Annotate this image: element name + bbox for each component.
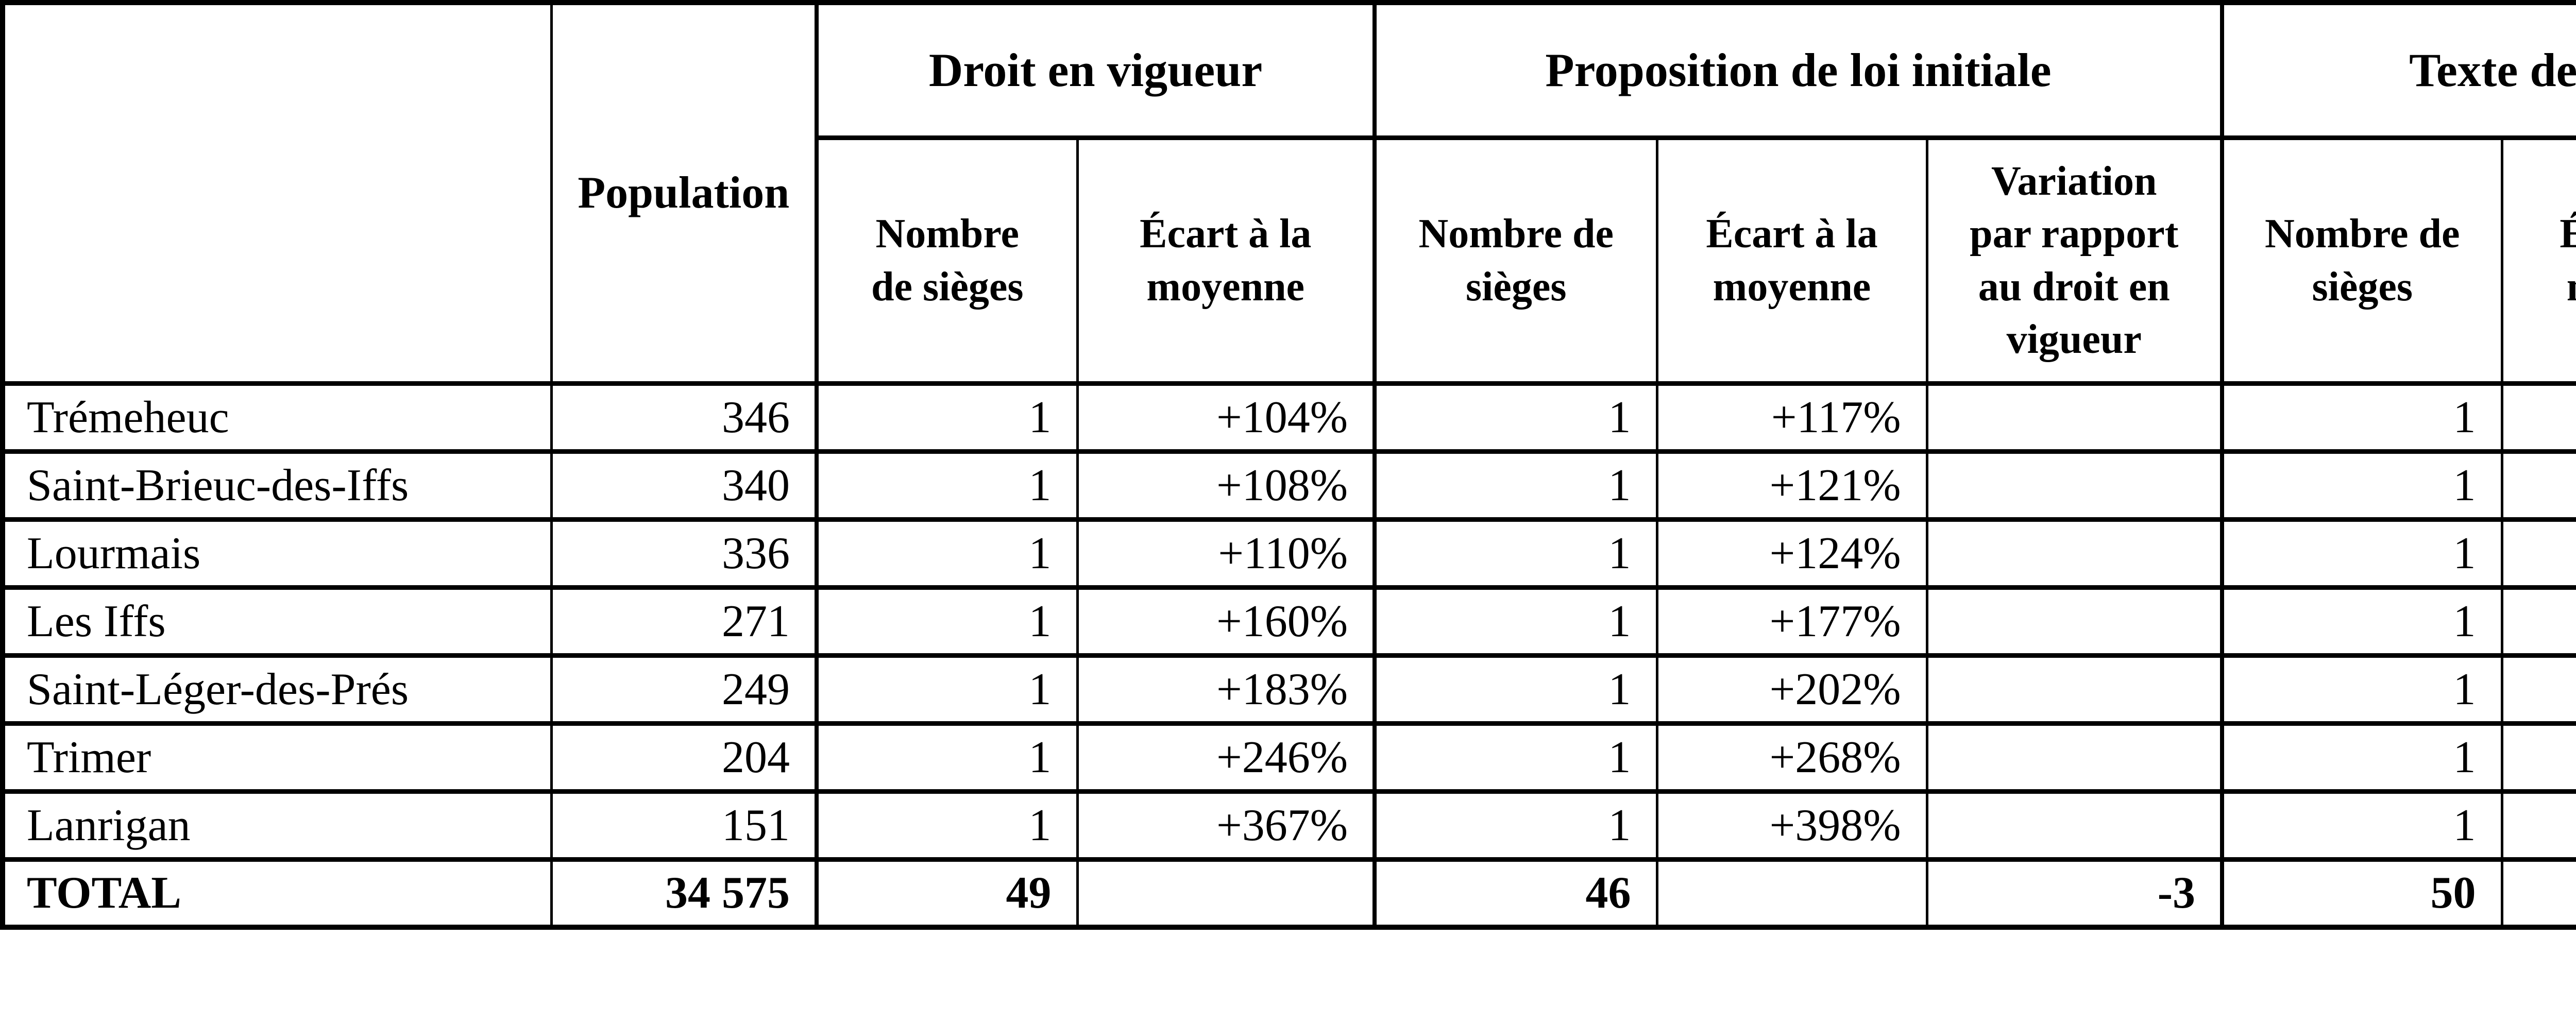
table-row: Les Iffs 271 1 +160% 1 +177% 1 +155% — [1, 585, 2576, 658]
table-row: Saint-Léger-des-Prés 249 1 +183% 1 +202%… — [1, 653, 2576, 726]
pl-variation-cell — [1925, 517, 2224, 590]
dv-ecart-cell: +246% — [1076, 721, 1376, 794]
subheader-dv-nombre-de-sieges: Nombre de sièges — [815, 135, 1079, 386]
total-label-cell: TOTAL — [1, 857, 553, 930]
subheader-tc-ecart-moyenne: Écart à la moyenne — [2500, 135, 2576, 386]
commune-name-cell: Les Iffs — [1, 585, 553, 658]
tc-ecart-cell: +358% — [2500, 789, 2576, 862]
tc-ecart-cell: +106% — [2500, 517, 2576, 590]
dv-sieges-cell: 1 — [815, 517, 1079, 590]
total-tc-ecart-cell — [2500, 857, 2576, 930]
subheader-tc-nombre-de-sieges: Nombre de sièges — [2220, 135, 2503, 386]
pl-ecart-cell: +202% — [1655, 653, 1928, 726]
pl-variation-cell — [1925, 789, 2224, 862]
pl-variation-cell — [1925, 653, 2224, 726]
dv-ecart-cell: +110% — [1076, 517, 1376, 590]
pl-ecart-cell: +121% — [1655, 449, 1928, 522]
tc-ecart-cell: +103% — [2500, 449, 2576, 522]
commune-name-cell: Saint-Léger-des-Prés — [1, 653, 553, 726]
seats-allocation-table: Population Droit en vigueur Proposition … — [0, 0, 2576, 930]
population-cell: 340 — [550, 449, 818, 522]
tc-ecart-cell: +100% — [2500, 381, 2576, 454]
subheader-pl-variation: Variation par rapport au droit en vigueu… — [1925, 135, 2224, 386]
population-cell: 249 — [550, 653, 818, 726]
dv-sieges-cell: 1 — [815, 653, 1079, 726]
dv-sieges-cell: 1 — [815, 721, 1079, 794]
total-pl-sieges-cell: 46 — [1372, 857, 1658, 930]
commune-name-cell: Lanrigan — [1, 789, 553, 862]
tc-sieges-cell: 1 — [2220, 789, 2503, 862]
pl-sieges-cell: 1 — [1372, 449, 1658, 522]
dv-ecart-cell: +183% — [1076, 653, 1376, 726]
total-pl-ecart-cell — [1655, 857, 1928, 930]
commune-name-cell: Trimer — [1, 721, 553, 794]
table-row: Trémeheuc 346 1 +104% 1 +117% 1 +100% — [1, 381, 2576, 454]
dv-sieges-cell: 1 — [815, 585, 1079, 658]
pl-ecart-cell: +117% — [1655, 381, 1928, 454]
group-header-texte-de-la-commission: Texte de la commission — [2220, 0, 2576, 140]
subheader-pl-nombre-de-sieges: Nombre de sièges — [1372, 135, 1658, 386]
population-cell: 271 — [550, 585, 818, 658]
dv-ecart-cell: +160% — [1076, 585, 1376, 658]
dv-sieges-cell: 1 — [815, 381, 1079, 454]
dv-sieges-cell: 1 — [815, 789, 1079, 862]
commune-name-cell: Trémeheuc — [1, 381, 553, 454]
population-cell: 151 — [550, 789, 818, 862]
tc-sieges-cell: 1 — [2220, 653, 2503, 726]
total-population-cell: 34 575 — [550, 857, 818, 930]
header-row-subcolumns: Nombre de sièges Écart à la moyenne Nomb… — [3, 135, 2576, 386]
pl-ecart-cell: +177% — [1655, 585, 1928, 658]
pl-sieges-cell: 1 — [1372, 517, 1658, 590]
dv-ecart-cell: +367% — [1076, 789, 1376, 862]
corner-cell — [1, 0, 553, 386]
table-row: Saint-Brieuc-des-Iffs 340 1 +108% 1 +121… — [1, 449, 2576, 522]
tc-sieges-cell: 1 — [2220, 381, 2503, 454]
tc-sieges-cell: 1 — [2220, 449, 2503, 522]
tc-sieges-cell: 1 — [2220, 517, 2503, 590]
subheader-dv-ecart-moyenne: Écart à la moyenne — [1076, 135, 1376, 386]
pl-sieges-cell: 1 — [1372, 653, 1658, 726]
commune-name-cell: Lourmais — [1, 517, 553, 590]
pl-variation-cell — [1925, 449, 2224, 522]
group-header-droit-en-vigueur: Droit en vigueur — [815, 0, 1376, 140]
table-row: Lourmais 336 1 +110% 1 +124% 1 +106% — [1, 517, 2576, 590]
pl-ecart-cell: +268% — [1655, 721, 1928, 794]
pl-sieges-cell: 1 — [1372, 721, 1658, 794]
dv-ecart-cell: +108% — [1076, 449, 1376, 522]
pl-ecart-cell: +398% — [1655, 789, 1928, 862]
total-pl-variation-cell: -3 — [1925, 857, 2224, 930]
pl-sieges-cell: 1 — [1372, 381, 1658, 454]
population-cell: 336 — [550, 517, 818, 590]
header-row-groups: Population Droit en vigueur Proposition … — [1, 0, 2576, 386]
tc-ecart-cell: +178% — [2500, 653, 2576, 726]
population-cell: 346 — [550, 381, 818, 454]
pl-sieges-cell: 1 — [1372, 585, 1658, 658]
population-header: Population — [550, 0, 818, 386]
commune-name-cell: Saint-Brieuc-des-Iffs — [1, 449, 553, 522]
total-row: TOTAL 34 575 49 46 -3 50 +1 — [1, 857, 2576, 930]
dv-ecart-cell: +104% — [1076, 381, 1376, 454]
population-cell: 204 — [550, 721, 818, 794]
total-tc-sieges-cell: 50 — [2220, 857, 2503, 930]
tc-ecart-cell: +155% — [2500, 585, 2576, 658]
tc-sieges-cell: 1 — [2220, 721, 2503, 794]
pl-variation-cell — [1925, 721, 2224, 794]
total-dv-ecart-cell — [1076, 857, 1376, 930]
group-header-proposition-de-loi-initiale: Proposition de loi initiale — [1372, 0, 2224, 140]
total-dv-sieges-cell: 49 — [815, 857, 1079, 930]
dv-sieges-cell: 1 — [815, 449, 1079, 522]
pl-ecart-cell: +124% — [1655, 517, 1928, 590]
subheader-pl-ecart-moyenne: Écart à la moyenne — [1655, 135, 1928, 386]
tc-sieges-cell: 1 — [2220, 585, 2503, 658]
table-row: Lanrigan 151 1 +367% 1 +398% 1 +358% — [1, 789, 2576, 862]
table-row: Trimer 204 1 +246% 1 +268% 1 +239% — [1, 721, 2576, 794]
pl-sieges-cell: 1 — [1372, 789, 1658, 862]
pl-variation-cell — [1925, 585, 2224, 658]
tc-ecart-cell: +239% — [2500, 721, 2576, 794]
pl-variation-cell — [1925, 381, 2224, 454]
